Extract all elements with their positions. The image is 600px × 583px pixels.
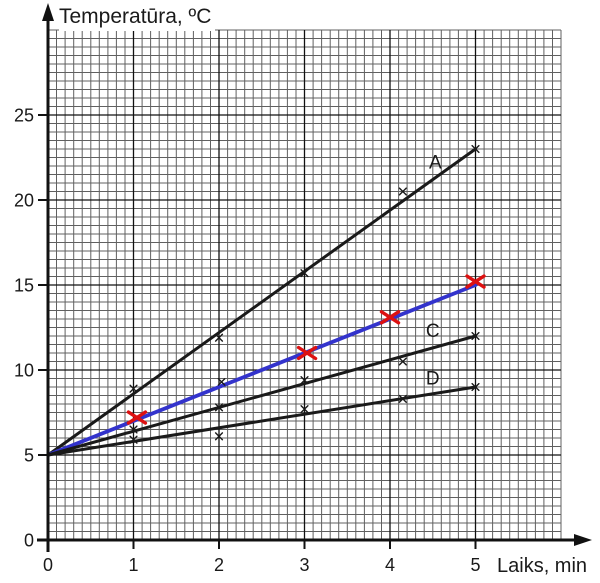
series-A-point-1 xyxy=(214,333,224,342)
series-label-D: D xyxy=(426,369,440,390)
series-A-point-0 xyxy=(129,384,138,393)
x-tick-label-2: 2 xyxy=(214,555,224,575)
x-tick-label-5: 5 xyxy=(470,555,480,575)
series-A-point-3 xyxy=(398,187,407,196)
series-label-C: C xyxy=(426,321,440,342)
y-axis-title: Temperatūra, ºC xyxy=(59,5,216,31)
x-axis-title: Laiks, min xyxy=(497,555,588,577)
series-D-point-2 xyxy=(300,405,309,414)
series-C-point-3 xyxy=(398,357,407,366)
y-tick-label-10: 10 xyxy=(14,361,34,381)
y-tick-label-15: 15 xyxy=(14,276,34,296)
series-C-point-4 xyxy=(471,331,480,341)
series-B-point-1 xyxy=(296,345,318,361)
y-axis-arrow xyxy=(42,3,54,21)
x-tick-label-0: 0 xyxy=(43,555,53,575)
series-D-point-0 xyxy=(129,435,138,444)
y-tick-label-25: 25 xyxy=(14,106,34,126)
x-axis-arrow xyxy=(574,534,592,546)
y-tick-label-5: 5 xyxy=(24,446,34,466)
series-A-line xyxy=(46,147,477,457)
series-B-point-3 xyxy=(465,274,486,289)
series-A-point-4 xyxy=(471,144,480,154)
x-tick-label-3: 3 xyxy=(299,555,309,575)
series-B-extra-point-0 xyxy=(217,378,226,386)
series-C-point-0 xyxy=(129,425,138,434)
series-C-point-2 xyxy=(300,376,309,385)
series-B-point-2 xyxy=(379,310,401,325)
y-tick-label-0: 0 xyxy=(24,531,34,551)
x-tick-label-1: 1 xyxy=(128,555,138,575)
series-D-point-4 xyxy=(471,382,480,392)
series-C-point-1 xyxy=(214,403,224,412)
series-B-line xyxy=(46,283,478,457)
series-B-point-0 xyxy=(126,410,148,425)
series-C-line xyxy=(46,334,477,457)
series-D-point-3 xyxy=(398,394,407,403)
series-label-A: A xyxy=(429,153,442,174)
y-tick-label-20: 20 xyxy=(14,191,34,211)
series-A-point-2 xyxy=(300,269,309,278)
series-D-point-1 xyxy=(214,432,224,441)
x-tick-label-4: 4 xyxy=(385,555,395,575)
